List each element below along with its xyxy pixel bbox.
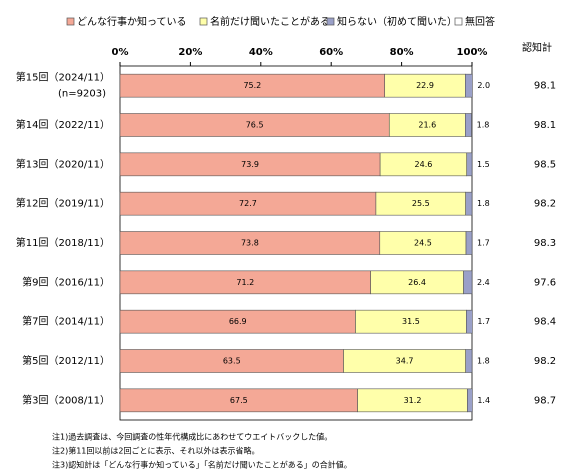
x-tick-label: 40% — [249, 47, 273, 58]
value-label: 2.0 — [477, 81, 490, 90]
legend-swatch — [326, 17, 335, 26]
recognition-value: 98.5 — [534, 159, 556, 170]
note: 注3)認知計は「どんな行事か知っている」「名前だけ聞いたことがある」の合計値。 — [52, 460, 352, 470]
bar-segment — [465, 191, 473, 216]
legend-swatch — [66, 17, 75, 26]
bar-segment — [465, 113, 472, 137]
value-label: 72.7 — [239, 199, 257, 208]
sample-size: (n=9203) — [58, 89, 106, 100]
value-label: 26.4 — [408, 278, 426, 287]
x-tick-label: 100% — [457, 47, 488, 58]
y-tick-label: 第15回（2024/11） — [16, 71, 110, 84]
value-label: 24.5 — [414, 239, 432, 248]
bar-segment — [467, 388, 473, 413]
value-label: 31.5 — [402, 317, 420, 326]
value-label: 21.6 — [418, 121, 436, 130]
note: 注1)過去調査は、今回調査の性年代構成比にあわせてウエイトバックした値。 — [52, 432, 332, 442]
value-label: 1.7 — [477, 239, 490, 248]
value-label: 1.8 — [477, 199, 490, 208]
x-tick-label: 80% — [390, 47, 414, 58]
x-tick-label: 0% — [112, 47, 129, 58]
recognition-value: 98.1 — [534, 120, 556, 131]
bar-segment — [465, 349, 473, 373]
legend-label: 名前だけ聞いたことがある — [210, 15, 330, 28]
bar-segment — [466, 309, 473, 334]
value-label: 66.9 — [229, 317, 247, 326]
legend-label: 無回答 — [465, 15, 495, 28]
value-label: 73.8 — [241, 239, 259, 248]
legend-swatch — [199, 17, 208, 26]
recognition-value: 98.4 — [534, 317, 556, 328]
y-tick-label: 第14回（2022/11） — [16, 118, 110, 131]
y-tick-label: 第13回（2020/11） — [16, 157, 110, 170]
y-tick-label: 第7回（2014/11） — [22, 315, 110, 328]
recognition-title: 認知計 — [522, 41, 552, 54]
value-label: 1.8 — [477, 357, 490, 366]
bar-segment — [465, 73, 473, 98]
recognition-value: 98.1 — [534, 81, 556, 92]
value-label: 1.4 — [477, 396, 490, 405]
recognition-value: 98.7 — [534, 395, 556, 406]
y-tick-label: 第11回（2018/11） — [16, 236, 110, 249]
value-label: 75.2 — [243, 81, 261, 90]
value-label: 67.5 — [230, 396, 248, 405]
legend-label: どんな行事か知っている — [77, 15, 187, 28]
value-label: 2.4 — [477, 278, 490, 287]
value-label: 63.5 — [223, 357, 241, 366]
x-tick-label: 20% — [178, 47, 202, 58]
y-tick-label: 第5回（2012/11） — [22, 354, 110, 367]
value-label: 24.6 — [415, 160, 433, 169]
value-label: 1.8 — [477, 121, 490, 130]
recognition-value: 98.3 — [534, 238, 556, 249]
value-label: 31.2 — [404, 396, 422, 405]
bar-segment — [465, 231, 473, 255]
note: 注2)第11回以前は2回ごとに表示、それ以外は表示省略。 — [52, 446, 259, 456]
value-label: 1.7 — [477, 317, 490, 326]
y-tick-label: 第9回（2016/11） — [22, 275, 110, 288]
legend-swatch — [454, 17, 463, 26]
value-label: 71.2 — [236, 278, 254, 287]
value-label: 25.5 — [412, 199, 430, 208]
legend-label: 知らない（初めて聞いた） — [337, 15, 457, 28]
bar-segment — [463, 270, 473, 295]
bar-segment — [466, 152, 473, 177]
y-tick-label: 第12回（2019/11） — [16, 197, 110, 210]
recognition-value: 98.2 — [534, 199, 556, 210]
recognition-value: 97.6 — [534, 277, 556, 288]
value-label: 34.7 — [396, 357, 414, 366]
value-label: 76.5 — [246, 121, 264, 130]
value-label: 73.9 — [241, 160, 259, 169]
recognition-value: 98.2 — [534, 356, 556, 367]
value-label: 1.5 — [477, 160, 490, 169]
x-tick-label: 60% — [319, 47, 343, 58]
y-tick-label: 第3回（2008/11） — [22, 393, 110, 406]
value-label: 22.9 — [416, 81, 434, 90]
